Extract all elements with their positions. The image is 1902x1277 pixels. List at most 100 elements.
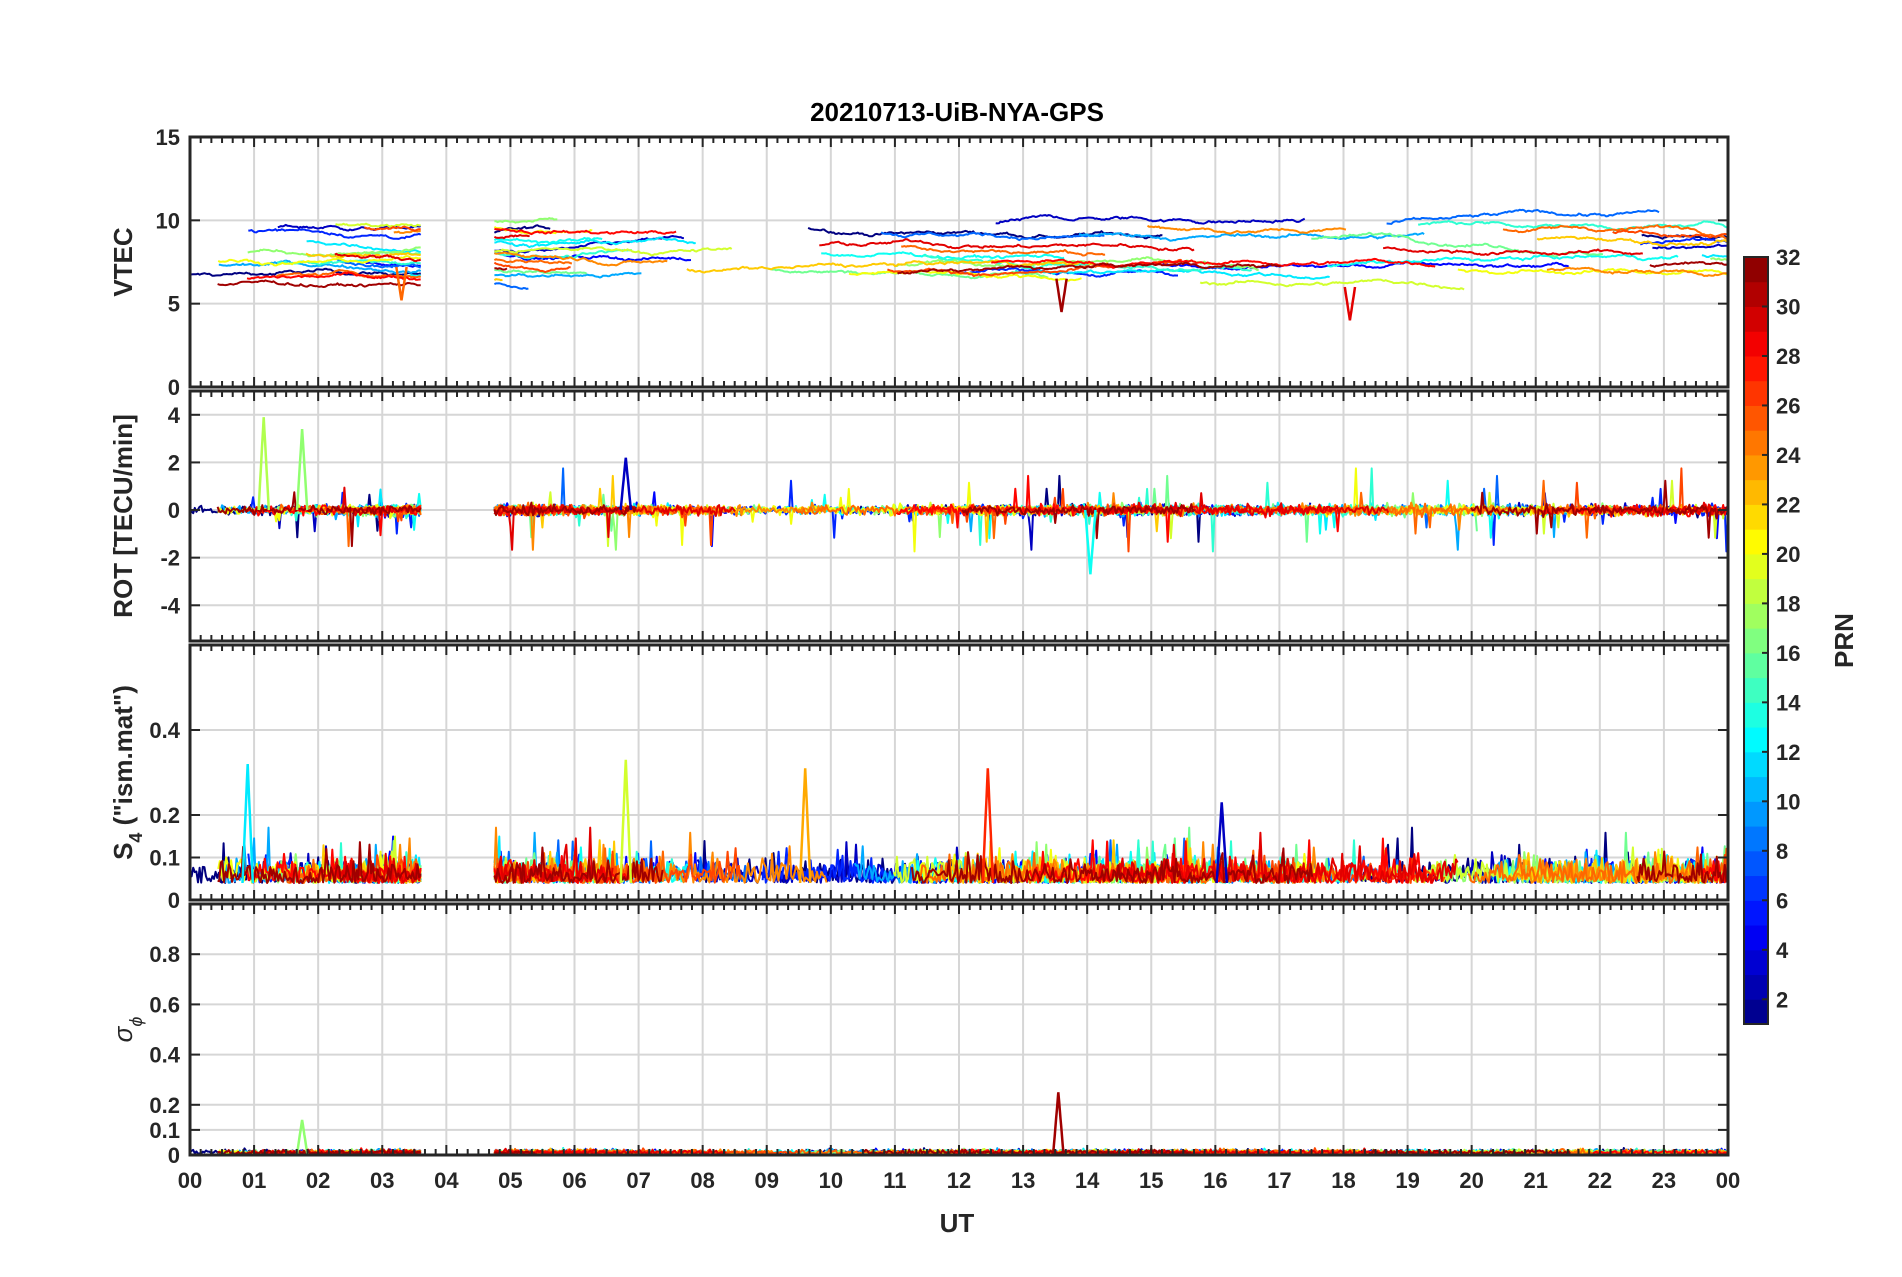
x-tick-label: 01 xyxy=(242,1168,266,1193)
series-line-prn-5 xyxy=(494,251,692,262)
series-line-prn-29 xyxy=(1083,492,1390,518)
y-tick-label: 4 xyxy=(168,403,181,428)
colorbar-level xyxy=(1744,949,1768,976)
y-tick-label: 0.1 xyxy=(149,846,180,871)
colorbar-level xyxy=(1744,900,1768,926)
y-tick-label: 2 xyxy=(168,450,180,475)
x-axis-label: UT xyxy=(940,1208,975,1238)
x-tick-label: 04 xyxy=(434,1168,459,1193)
y-tick-label: 0.8 xyxy=(149,942,180,967)
series-line-prn-29 xyxy=(493,234,530,240)
colorbar-label: PRN xyxy=(1829,613,1859,668)
x-tick-label: 11 xyxy=(883,1168,906,1193)
colorbar-level xyxy=(1744,578,1768,604)
feature-mark-prn-3 xyxy=(1215,802,1229,884)
series-line-prn-26 xyxy=(364,225,421,232)
series-line-prn-22 xyxy=(686,259,1109,274)
feature-mark-prn-31 xyxy=(1051,1092,1065,1154)
series-line-prn-22 xyxy=(493,278,503,282)
x-tick-label: 09 xyxy=(755,1168,779,1193)
colorbar-tick-label: 2 xyxy=(1776,987,1788,1012)
colorbar-tick-label: 16 xyxy=(1776,641,1800,666)
x-tick-label: 13 xyxy=(1011,1168,1035,1193)
series-line-prn-25 xyxy=(493,258,573,265)
series-line-prn-5 xyxy=(1162,261,1570,271)
x-tick-label: 14 xyxy=(1075,1168,1100,1193)
colorbar-level xyxy=(1744,925,1768,951)
panel-rot: -4 -2 0 2 4 ROT [TECU/min] xyxy=(108,389,1730,643)
feature-mark-prn-27 xyxy=(981,768,995,884)
x-tick-label: 10 xyxy=(819,1168,843,1193)
colorbar-tick-label: 10 xyxy=(1776,789,1800,814)
colorbar-level xyxy=(1744,504,1768,530)
series-line-prn-6 xyxy=(1639,237,1728,246)
feature-mark-prn-18 xyxy=(257,417,271,511)
colorbar-level xyxy=(1744,603,1768,629)
series-line-prn-24 xyxy=(494,251,668,267)
x-tick-label: 15 xyxy=(1139,1168,1163,1193)
series-line-prn-31 xyxy=(897,261,1281,275)
series-line-prn-24 xyxy=(393,229,421,234)
series-line-prn-8 xyxy=(1386,208,1660,225)
x-tick-label: 16 xyxy=(1203,1168,1227,1193)
x-tick-label: 17 xyxy=(1267,1168,1291,1193)
series-line-prn-22 xyxy=(305,252,421,259)
colorbar-level xyxy=(1744,801,1768,827)
feature-mark-prn-3 xyxy=(619,457,633,511)
series-line-prn-25 xyxy=(1502,224,1728,240)
series-line-prn-20 xyxy=(1457,268,1728,276)
series-group-vtec xyxy=(190,208,1728,321)
y-tick-label: 0.1 xyxy=(149,1118,180,1143)
y-tick-label: 0.4 xyxy=(149,718,180,743)
x-tick-label: 00 xyxy=(1716,1168,1740,1193)
y-axis-label-vtec: VTEC xyxy=(108,227,138,297)
y-label-main: S xyxy=(108,843,138,860)
series-line-prn-31 xyxy=(961,503,1196,540)
x-tick-label: 18 xyxy=(1331,1168,1355,1193)
series-line-prn-31 xyxy=(216,491,422,548)
feature-mark-prn-17 xyxy=(295,1119,309,1154)
panel-s4: 00.10.20.4S4 ("ism.mat") xyxy=(108,643,1730,913)
colorbar-level xyxy=(1744,306,1768,332)
series-line-prn-19 xyxy=(335,222,421,228)
series-line-prn-19 xyxy=(494,246,733,257)
series-line-prn-6 xyxy=(248,228,422,240)
series-line-prn-31 xyxy=(910,847,1314,884)
grid-rot xyxy=(190,391,1728,641)
colorbar-level xyxy=(1744,826,1768,852)
x-tick-label: 03 xyxy=(370,1168,394,1193)
series-line-prn-8 xyxy=(493,282,529,290)
chart-title: 20210713-UiB-NYA-GPS xyxy=(810,97,1104,127)
colorbar-level xyxy=(1744,430,1768,456)
x-tick-label: 05 xyxy=(498,1168,522,1193)
grid-vtec xyxy=(190,137,1728,387)
colorbar-level xyxy=(1744,875,1768,901)
colorbar-level xyxy=(1744,479,1768,505)
y-tick-label: 0 xyxy=(168,375,180,400)
series-line-prn-14 xyxy=(923,254,1252,273)
series-line-prn-25 xyxy=(901,244,1106,257)
y-tick-label: -4 xyxy=(160,593,180,618)
colorbar-tick-label: 30 xyxy=(1776,294,1800,319)
series-line-prn-17 xyxy=(1710,257,1728,261)
series-line-prn-3 xyxy=(995,214,1306,225)
y-tick-label: 0.2 xyxy=(149,803,180,828)
grid-s4 xyxy=(190,645,1728,900)
colorbar-level xyxy=(1744,281,1768,307)
series-line-prn-28 xyxy=(246,271,421,281)
series-line-prn-12 xyxy=(1701,254,1728,258)
colorbar-tick-label: 20 xyxy=(1776,542,1800,567)
x-tick-label: 12 xyxy=(947,1168,971,1193)
x-ticks-rot xyxy=(189,391,1729,641)
series-line-prn-28 xyxy=(990,257,1436,269)
colorbar-level xyxy=(1744,454,1768,481)
colorbar-level xyxy=(1744,553,1768,580)
series-line-prn-10 xyxy=(494,271,642,279)
x-tick-label: 02 xyxy=(306,1168,330,1193)
series-line-prn-25 xyxy=(1467,846,1728,884)
series-line-prn-29 xyxy=(819,238,1195,252)
colorbar-level xyxy=(1744,355,1768,382)
series-line-prn-31 xyxy=(493,846,664,884)
